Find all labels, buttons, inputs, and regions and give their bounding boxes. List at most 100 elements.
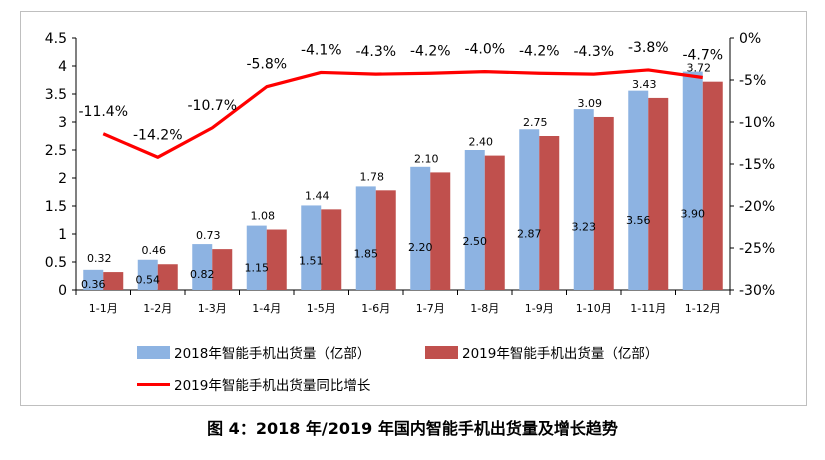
data-label-2019: 3.72: [687, 62, 712, 75]
x-tick-label: 1-6月: [361, 302, 390, 315]
chart-frame: 0 0.5 1 1.5 2 2.5 3 3.5 4 4.5 -30% -25% -20% -15% -10%…: [20, 11, 807, 406]
x-tick-label: 1-8月: [470, 302, 499, 315]
growth-data-label: -4.2%: [519, 43, 560, 59]
growth-data-label: -4.3%: [355, 44, 396, 60]
data-label-2018: 3.23: [572, 221, 597, 234]
bar-2019: [484, 155, 505, 290]
data-label-2018: 1.15: [245, 261, 270, 274]
data-label-2019: 1.78: [360, 170, 385, 183]
x-tick-label: 1-3月: [198, 302, 227, 315]
data-label-2018: 1.51: [299, 254, 324, 267]
data-label-2018: 3.56: [626, 214, 651, 227]
data-label-2018: 0.36: [81, 278, 106, 291]
growth-line: [102, 68, 703, 159]
x-tick-label: 1-10月: [576, 302, 612, 315]
data-label-2019: 2.10: [414, 152, 439, 165]
y-left-tick-label: 2: [58, 171, 67, 187]
bar-2018: [464, 150, 485, 290]
y-right-tick-label: -20%: [739, 199, 775, 215]
y-left-tick-label: 3.5: [45, 87, 67, 103]
growth-data-label: -4.0%: [464, 42, 505, 58]
legend-label-2018: 2018年智能手机出货量（亿部）: [174, 346, 371, 362]
bar-2018: [137, 259, 158, 290]
growth-data-label: -4.2%: [410, 43, 451, 59]
legend-2018: 2018年智能手机出货量（亿部）: [137, 342, 370, 362]
data-label-2018: 2.87: [517, 228, 542, 241]
data-label-2019: 0.46: [142, 244, 167, 257]
bar-2018: [301, 205, 322, 290]
x-tick-label: 1-2月: [143, 302, 172, 315]
legend-swatch-2019: [425, 345, 458, 359]
bar-2019: [648, 97, 669, 290]
y-left-tick-label: 0: [58, 283, 67, 299]
x-tick-label: 1-7月: [416, 302, 445, 315]
bar-2018: [682, 71, 703, 290]
x-tick-label: 1-1月: [89, 302, 118, 315]
growth-data-label: -14.2%: [133, 127, 183, 143]
y-left-tick-label: 1.5: [45, 199, 67, 215]
bar-2018: [83, 269, 104, 290]
x-tick-label: 1-11月: [630, 302, 666, 315]
data-label-2019: 1.08: [251, 210, 276, 223]
bar-2018: [246, 225, 267, 290]
data-label-2018: 2.50: [463, 235, 488, 248]
y-left-tick-label: 2.5: [45, 143, 67, 159]
bar-2018: [410, 166, 431, 290]
data-label-2018: 0.54: [136, 273, 161, 286]
data-label-2018: 1.85: [354, 248, 379, 261]
bar-2018: [519, 129, 540, 290]
data-label-2019: 0.73: [196, 229, 221, 242]
y-left-tick-label: 1: [58, 227, 67, 243]
growth-data-label: -3.8%: [628, 40, 669, 56]
figure-caption: 图 4：2018 年/2019 年国内智能手机出货量及增长趋势: [207, 419, 618, 438]
growth-data-label: -10.7%: [187, 98, 237, 114]
legend-growth: 2019年智能手机出货量同比增长: [137, 374, 370, 394]
growth-data-label: -11.4%: [78, 104, 128, 120]
bar-2019: [430, 172, 451, 290]
data-label-2018: 2.20: [408, 241, 433, 254]
legend-2019: 2019年智能手机出货量（亿部）: [425, 342, 658, 362]
bar-2019: [593, 116, 614, 291]
y-right-tick-label: -5%: [739, 73, 766, 89]
data-label-2019: 2.40: [469, 136, 494, 149]
y-right-tick-label: -25%: [739, 241, 775, 257]
data-label-2019: 3.43: [632, 78, 657, 91]
legend-swatch-2018: [137, 345, 170, 359]
legend-label-growth: 2019年智能手机出货量同比增长: [174, 378, 371, 394]
x-tick-label: 1-5月: [307, 302, 336, 315]
data-label-2019: 0.32: [87, 252, 112, 265]
y-left-tick-label: 0.5: [45, 255, 67, 271]
data-label-2018: 3.90: [681, 208, 706, 221]
y-left-tick-label: 4.5: [45, 31, 67, 47]
bar-2019: [103, 272, 124, 290]
x-tick-label: 1-9月: [525, 302, 554, 315]
data-label-2018: 0.82: [190, 268, 215, 281]
bar-2019: [702, 81, 723, 291]
growth-data-label: -4.7%: [682, 47, 723, 63]
y-right-tick-label: -30%: [739, 283, 775, 299]
bar-2019: [539, 136, 560, 290]
y-right-tick-label: -10%: [739, 115, 775, 131]
y-left-tick-label: 3: [58, 115, 67, 131]
data-label-2019: 1.44: [305, 189, 330, 202]
growth-data-label: -4.1%: [301, 42, 342, 58]
growth-data-label: -4.3%: [573, 44, 614, 60]
legend-swatch-growth: [137, 382, 170, 386]
data-label-2019: 2.75: [523, 116, 548, 129]
y-right-tick-label: -15%: [739, 157, 775, 173]
chart-svg: 0 0.5 1 1.5 2 2.5 3 3.5 4 4.5 -30% -25% -20% -15% -10%…: [45, 31, 775, 315]
x-tick-label: 1-4月: [252, 302, 281, 315]
bar-2018: [628, 90, 649, 290]
y-left-tick-label: 4: [58, 59, 67, 75]
data-label-2019: 3.09: [578, 97, 603, 110]
bar-2019: [266, 229, 287, 290]
bar-2018: [573, 109, 594, 291]
x-tick-label: 1-12月: [685, 302, 721, 315]
bar-2018: [355, 186, 376, 290]
bar-2019: [375, 190, 396, 290]
bar-2019: [157, 264, 178, 290]
bar-2018: [192, 244, 213, 290]
growth-data-label: -5.8%: [246, 57, 287, 73]
bar-2019: [212, 249, 233, 290]
bar-2019: [321, 209, 342, 290]
